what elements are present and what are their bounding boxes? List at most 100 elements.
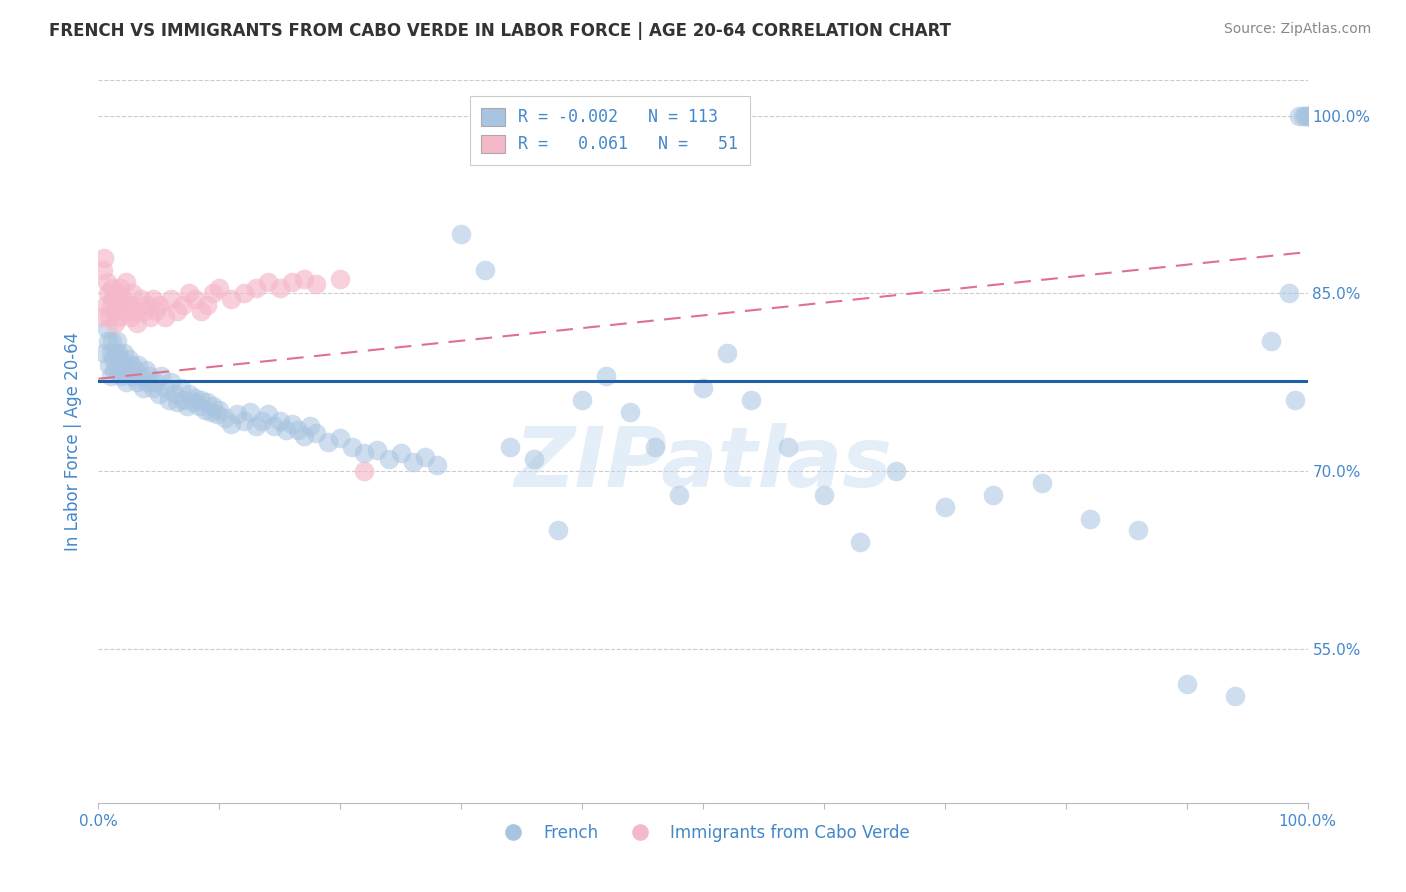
Point	[190, 393, 212, 408]
Point	[256, 407, 278, 421]
Point	[143, 376, 166, 390]
Point	[114, 363, 136, 377]
Point	[105, 358, 128, 372]
Point	[132, 381, 155, 395]
Point	[281, 275, 304, 289]
Point	[692, 381, 714, 395]
Point	[129, 369, 152, 384]
Point	[124, 363, 146, 377]
Point	[135, 298, 157, 312]
Point	[353, 446, 375, 460]
Point	[105, 334, 128, 348]
Point	[195, 395, 218, 409]
Point	[474, 262, 496, 277]
Point	[98, 310, 121, 325]
Point	[100, 298, 122, 312]
Point	[1223, 689, 1246, 703]
Point	[148, 387, 170, 401]
Point	[107, 298, 129, 312]
Point	[115, 275, 138, 289]
Legend: French, Immigrants from Cabo Verde: French, Immigrants from Cabo Verde	[489, 817, 917, 848]
Point	[299, 419, 322, 434]
Point	[150, 369, 173, 384]
Point	[1284, 393, 1306, 408]
Point	[139, 310, 162, 325]
Point	[245, 280, 267, 294]
Point	[103, 304, 125, 318]
Point	[91, 262, 114, 277]
Point	[105, 286, 128, 301]
Point	[101, 293, 124, 307]
Point	[1296, 109, 1319, 123]
Point	[184, 293, 207, 307]
Point	[740, 393, 762, 408]
Point	[716, 345, 738, 359]
Point	[100, 280, 122, 294]
Point	[118, 351, 141, 366]
Point	[176, 399, 198, 413]
Point	[127, 358, 149, 372]
Point	[153, 381, 176, 395]
Point	[145, 304, 167, 318]
Point	[100, 334, 122, 348]
Point	[256, 275, 278, 289]
Point	[329, 272, 352, 286]
Point	[1078, 511, 1101, 525]
Point	[342, 441, 364, 455]
Point	[98, 358, 121, 372]
Point	[450, 227, 472, 242]
Point	[121, 358, 143, 372]
Point	[1288, 109, 1310, 123]
Point	[163, 387, 186, 401]
Point	[619, 405, 641, 419]
Point	[644, 441, 666, 455]
Text: Source: ZipAtlas.com: Source: ZipAtlas.com	[1223, 22, 1371, 37]
Point	[120, 310, 142, 325]
Point	[135, 376, 157, 390]
Point	[1294, 109, 1316, 123]
Point	[100, 345, 122, 359]
Point	[208, 280, 231, 294]
Point	[91, 310, 114, 325]
Point	[108, 363, 131, 377]
Point	[413, 450, 436, 464]
Point	[329, 431, 352, 445]
Point	[389, 446, 412, 460]
Point	[127, 316, 149, 330]
Point	[121, 286, 143, 301]
Point	[377, 452, 399, 467]
Point	[305, 426, 328, 441]
Point	[187, 399, 209, 413]
Text: FRENCH VS IMMIGRANTS FROM CABO VERDE IN LABOR FORCE | AGE 20-64 CORRELATION CHAR: FRENCH VS IMMIGRANTS FROM CABO VERDE IN …	[49, 22, 952, 40]
Point	[181, 395, 204, 409]
Point	[108, 310, 131, 325]
Point	[172, 298, 194, 312]
Point	[202, 286, 225, 301]
Point	[232, 286, 254, 301]
Point	[112, 345, 135, 359]
Text: ZIPatlas: ZIPatlas	[515, 423, 891, 504]
Point	[226, 407, 249, 421]
Point	[547, 524, 569, 538]
Point	[250, 414, 273, 428]
Point	[179, 387, 201, 401]
Y-axis label: In Labor Force | Age 20-64: In Labor Force | Age 20-64	[65, 332, 83, 551]
Point	[208, 402, 231, 417]
Point	[221, 417, 243, 431]
Point	[1296, 109, 1319, 123]
Point	[813, 488, 835, 502]
Point	[148, 298, 170, 312]
Point	[269, 414, 291, 428]
Point	[157, 393, 180, 408]
Point	[118, 298, 141, 312]
Point	[115, 376, 138, 390]
Point	[124, 304, 146, 318]
Point	[100, 369, 122, 384]
Point	[160, 376, 183, 390]
Point	[134, 304, 156, 318]
Point	[934, 500, 956, 514]
Point	[135, 363, 157, 377]
Point	[160, 293, 183, 307]
Point	[127, 376, 149, 390]
Point	[263, 419, 285, 434]
